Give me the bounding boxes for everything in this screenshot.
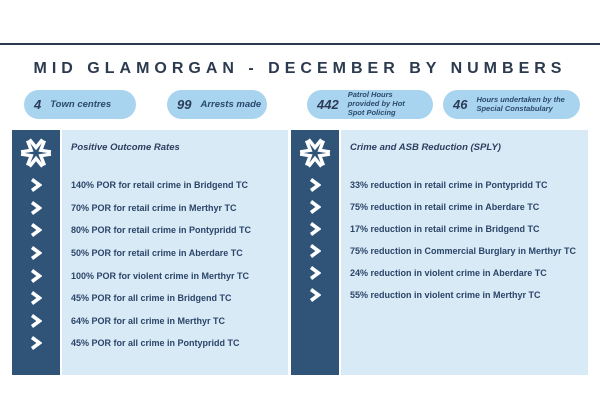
stat-value: 4 xyxy=(34,97,42,112)
panel-sidebar xyxy=(12,130,62,375)
chevron-right-icon xyxy=(30,287,42,310)
stat-value: 442 xyxy=(317,97,339,112)
chevron-column xyxy=(309,174,321,306)
list-item: 45% POR for all crime in Bridgend TC xyxy=(71,293,232,304)
panel-title: Positive Outcome Rates xyxy=(71,142,180,153)
chevron-right-icon xyxy=(309,218,321,240)
stat-pill-arrests: 99 Arrests made xyxy=(167,90,267,119)
list-item: 24% reduction in violent crime in Aberda… xyxy=(350,268,547,278)
stat-pill-patrol-hours: 442 Patrol Hours provided by Hot Spot Po… xyxy=(307,90,433,119)
stat-pill-town-centres: 4 Town centres xyxy=(24,90,136,119)
stat-value: 99 xyxy=(177,97,192,112)
chevron-right-icon xyxy=(309,196,321,218)
stat-label: Patrol Hours provided by Hot Spot Polici… xyxy=(347,90,405,117)
chevron-column xyxy=(30,174,42,355)
stat-label: Arrests made xyxy=(200,98,262,110)
panel-crime-asb-reduction: Crime and ASB Reduction (SPLY) 33% reduc… xyxy=(291,130,588,375)
header-divider xyxy=(0,43,600,45)
list-item: 64% POR for all crime in Merthyr TC xyxy=(71,315,226,326)
stat-pill-special-constabulary: 46 Hours undertaken by the Special Const… xyxy=(443,90,580,119)
stat-value: 46 xyxy=(453,97,468,112)
stat-label: Hours undertaken by the Special Constabu… xyxy=(476,94,565,113)
list-item: 75% reduction in Commercial Burglary in … xyxy=(350,246,577,256)
chevron-right-icon xyxy=(309,262,321,284)
panel-content: Positive Outcome Rates 140% POR for reta… xyxy=(62,130,288,375)
list-item: 140% POR for retail crime in Bridgend TC xyxy=(71,180,249,191)
list-item: 70% POR for retail crime in Merthyr TC xyxy=(71,202,237,213)
list-item: 45% POR for all crime in Pontypridd TC xyxy=(71,338,240,349)
chevron-right-icon xyxy=(30,197,42,220)
list-item: 55% reduction in violent crime in Merthy… xyxy=(350,290,541,300)
chevron-right-icon xyxy=(30,174,42,197)
list-item: 33% reduction in retail crime in Pontypr… xyxy=(350,180,548,190)
list-item: 80% POR for retail crime in Pontypridd T… xyxy=(71,225,252,236)
panel-sidebar xyxy=(291,130,341,375)
list-item: 17% reduction in retail crime in Bridgen… xyxy=(350,224,540,234)
starburst-icon xyxy=(19,137,53,169)
list-item: 75% reduction in retail crime in Aberdar… xyxy=(350,202,540,212)
chevron-right-icon xyxy=(30,264,42,287)
chevron-right-icon xyxy=(30,310,42,333)
stat-label: Town centres xyxy=(50,98,112,110)
chevron-right-icon xyxy=(309,240,321,262)
chevron-right-icon xyxy=(30,332,42,355)
chevron-right-icon xyxy=(309,284,321,306)
chevron-right-icon xyxy=(309,174,321,196)
chevron-right-icon xyxy=(30,219,42,242)
chevron-right-icon xyxy=(30,242,42,265)
list-item: 100% POR for violent crime in Merthyr TC xyxy=(71,270,250,281)
starburst-icon xyxy=(298,137,332,169)
list-item: 50% POR for retail crime in Aberdare TC xyxy=(71,248,243,259)
page-title: MID GLAMORGAN - DECEMBER BY NUMBERS xyxy=(33,60,567,77)
stat-list: 140% POR for retail crime in Bridgend TC… xyxy=(71,174,280,355)
panel-content: Crime and ASB Reduction (SPLY) 33% reduc… xyxy=(341,130,588,375)
panel-positive-outcome-rates: Positive Outcome Rates 140% POR for reta… xyxy=(12,130,288,375)
stat-list: 33% reduction in retail crime in Pontypr… xyxy=(350,174,580,306)
panel-title: Crime and ASB Reduction (SPLY) xyxy=(350,142,501,153)
